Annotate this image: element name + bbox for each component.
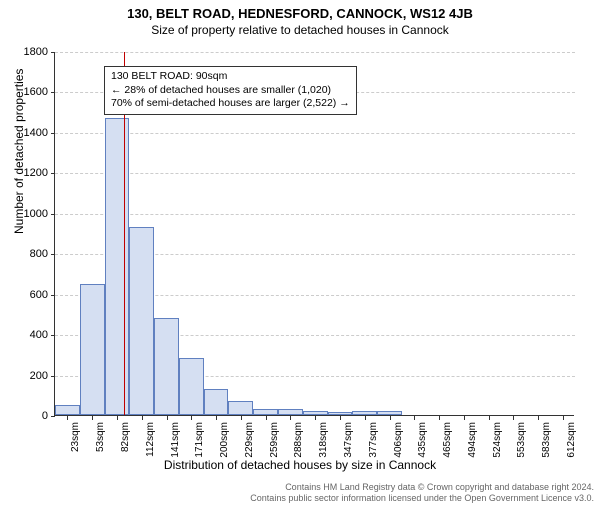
histogram-bar: [377, 411, 402, 415]
xtick-mark: [340, 416, 341, 420]
ytick-label: 400: [8, 329, 48, 341]
info-line-1: 130 BELT ROAD: 90sqm: [111, 70, 350, 84]
xtick-mark: [439, 416, 440, 420]
xtick-mark: [216, 416, 217, 420]
ytick-mark: [51, 92, 55, 93]
xtick-mark: [538, 416, 539, 420]
histogram-bar: [204, 389, 229, 415]
ytick-mark: [51, 52, 55, 53]
ytick-mark: [51, 173, 55, 174]
x-axis-label: Distribution of detached houses by size …: [0, 458, 600, 472]
histogram-bar: [253, 409, 278, 415]
footer-attribution: Contains HM Land Registry data © Crown c…: [250, 482, 594, 504]
xtick-mark: [563, 416, 564, 420]
ytick-mark: [51, 133, 55, 134]
ytick-mark: [51, 214, 55, 215]
xtick-mark: [92, 416, 93, 420]
histogram-bar: [154, 318, 179, 415]
xtick-mark: [241, 416, 242, 420]
ytick-label: 1000: [8, 208, 48, 220]
ytick-label: 1200: [8, 167, 48, 179]
histogram-bar: [55, 405, 80, 415]
info-line-2: ← 28% of detached houses are smaller (1,…: [111, 84, 350, 98]
xtick-mark: [513, 416, 514, 420]
page-title: 130, BELT ROAD, HEDNESFORD, CANNOCK, WS1…: [0, 6, 600, 21]
ytick-mark: [51, 254, 55, 255]
xtick-mark: [464, 416, 465, 420]
histogram-bar: [328, 412, 353, 415]
gridline-h: [55, 173, 575, 174]
ytick-label: 1400: [8, 127, 48, 139]
histogram-bar: [179, 358, 204, 415]
ytick-mark: [51, 376, 55, 377]
gridline-h: [55, 133, 575, 134]
ytick-label: 0: [8, 410, 48, 422]
xtick-mark: [67, 416, 68, 420]
histogram-bar: [228, 401, 253, 415]
page-subtitle: Size of property relative to detached ho…: [0, 23, 600, 37]
xtick-mark: [266, 416, 267, 420]
info-box: 130 BELT ROAD: 90sqm ← 28% of detached h…: [104, 66, 357, 115]
xtick-mark: [390, 416, 391, 420]
footer-line-2: Contains public sector information licen…: [250, 493, 594, 504]
ytick-mark: [51, 295, 55, 296]
ytick-label: 600: [8, 289, 48, 301]
xtick-mark: [191, 416, 192, 420]
xtick-mark: [365, 416, 366, 420]
xtick-mark: [117, 416, 118, 420]
histogram-bar: [80, 284, 105, 415]
ytick-label: 1800: [8, 46, 48, 58]
chart-area: 23sqm53sqm82sqm112sqm141sqm171sqm200sqm2…: [54, 52, 574, 416]
ytick-mark: [51, 416, 55, 417]
xtick-mark: [489, 416, 490, 420]
xtick-mark: [167, 416, 168, 420]
xtick-mark: [315, 416, 316, 420]
gridline-h: [55, 214, 575, 215]
histogram-bar: [278, 409, 303, 415]
histogram-bar: [105, 118, 130, 415]
info-line-3: 70% of semi-detached houses are larger (…: [111, 97, 350, 111]
xtick-mark: [414, 416, 415, 420]
ytick-label: 800: [8, 248, 48, 260]
ytick-label: 1600: [8, 86, 48, 98]
ytick-label: 200: [8, 370, 48, 382]
xtick-mark: [290, 416, 291, 420]
histogram-bar: [129, 227, 154, 415]
gridline-h: [55, 52, 575, 53]
xtick-mark: [142, 416, 143, 420]
histogram-bar: [352, 411, 377, 415]
histogram-bar: [303, 411, 328, 415]
ytick-mark: [51, 335, 55, 336]
footer-line-1: Contains HM Land Registry data © Crown c…: [250, 482, 594, 493]
